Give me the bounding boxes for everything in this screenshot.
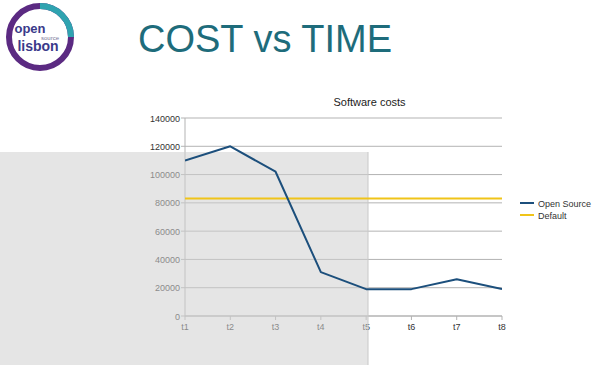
- y-tick-label: 140000: [150, 114, 180, 124]
- grid-line: [185, 118, 502, 119]
- legend-swatch: [520, 214, 534, 216]
- chart-title: Software costs: [333, 96, 406, 108]
- logo: opensourcelisbon: [9, 6, 71, 68]
- x-tick-label: t6: [408, 322, 416, 332]
- logo-text: open: [14, 21, 45, 36]
- series-line: [185, 198, 502, 200]
- logo-ring: [9, 6, 71, 68]
- slide: opensourcelisbon COST vs TIME Software cos…: [0, 0, 600, 365]
- y-tick-label: 120000: [150, 142, 180, 152]
- series-line: [185, 146, 502, 289]
- photo-edge: [368, 152, 369, 365]
- tick-mark: [181, 146, 185, 147]
- slide-title: COST vs TIME: [138, 18, 392, 60]
- x-tick-mark: [411, 316, 412, 320]
- legend-label: Open Source: [538, 199, 591, 209]
- legend-label: Default: [538, 211, 567, 221]
- x-tick-label: t7: [453, 322, 461, 332]
- x-tick-mark: [502, 316, 503, 320]
- photo-backdrop: [0, 152, 368, 365]
- x-tick-label: t8: [498, 322, 506, 332]
- slide-canvas: opensourcelisbon COST vs TIME Software cos…: [0, 0, 600, 365]
- plot-marks: [185, 146, 502, 289]
- background: [0, 0, 600, 365]
- logo-text: lisbon: [17, 38, 58, 54]
- legend-swatch: [520, 202, 534, 204]
- tick-mark: [181, 118, 185, 119]
- x-tick-mark: [456, 316, 457, 320]
